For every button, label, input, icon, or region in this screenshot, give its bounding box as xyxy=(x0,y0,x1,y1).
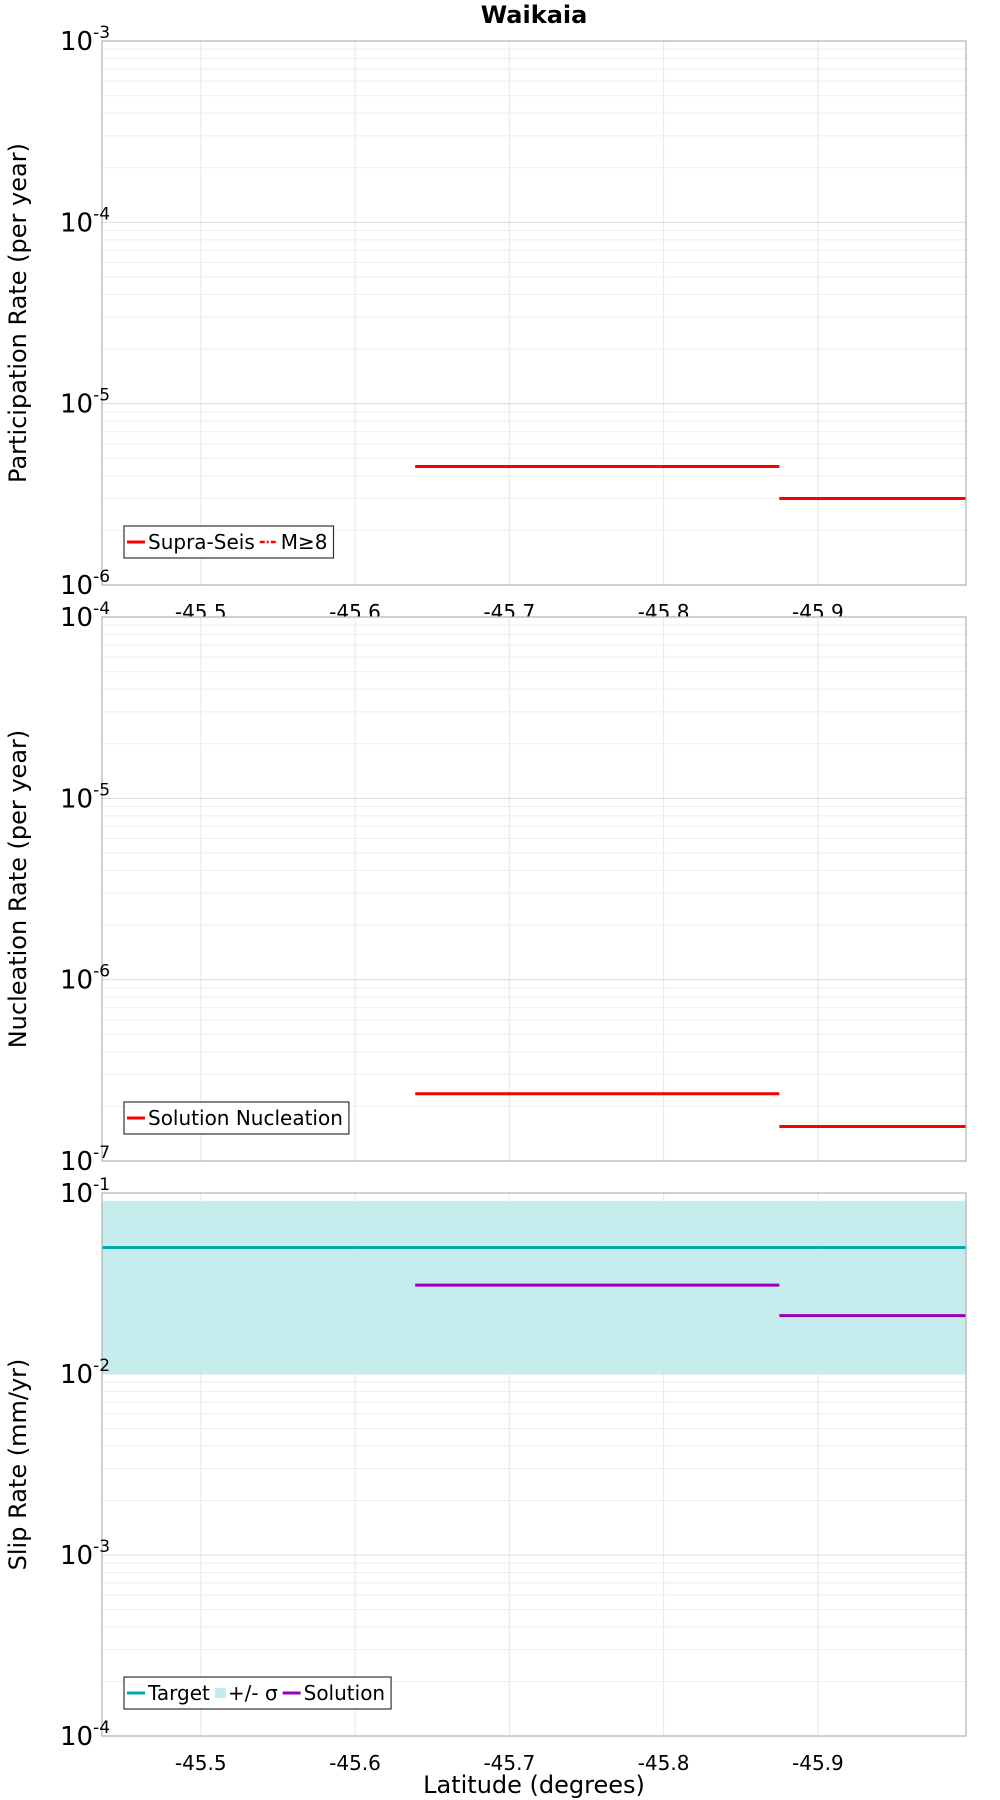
y-axis-label: Participation Rate (per year) xyxy=(4,143,32,483)
y-tick-label: 10-6 xyxy=(60,567,110,601)
series-1 xyxy=(415,1092,966,1128)
legend-label: Target xyxy=(147,1681,210,1705)
x-tick-label: -45.5 xyxy=(175,1751,227,1775)
legend-box xyxy=(123,1676,392,1710)
legend: Solution Nucleation xyxy=(123,1101,350,1135)
legend-label: M≥8 xyxy=(281,530,328,554)
x-tick-label: -45.9 xyxy=(792,1751,844,1775)
legend-swatch xyxy=(214,1688,226,1698)
panels-layer: 10-6 10-5 10-4 10-3 -45.5 -45.6 -45.7 -45.8 -45.… xyxy=(4,1,967,1799)
x-tick-label: -45.7 xyxy=(483,1751,535,1775)
legend-box xyxy=(123,525,335,559)
chart-panel-2: 10-7 10-6 10-5 10-4 Nucleation Rate (per yea… xyxy=(4,599,967,1177)
y-tick-label: 10-1 xyxy=(60,1175,110,1209)
y-tick-label: 10-3 xyxy=(60,23,110,57)
plot-frame xyxy=(101,616,967,1162)
y-tick-label: 10-3 xyxy=(60,1537,110,1571)
chart-panel-1: 10-610-510-410-3-45.5 -45.6 -45.7 -45.8 -45.… xyxy=(4,1,967,624)
chart-panel-3: 10-4 10-3 10-2 10-1 -45.5 -45.6 -45.7 -45.8 -45.… xyxy=(4,1175,967,1799)
y-tick-label: 10-2 xyxy=(60,1356,110,1390)
plot-area xyxy=(102,41,966,585)
x-tick-label: -45.8 xyxy=(638,1751,690,1775)
legend-item: +/- σ xyxy=(214,1681,278,1705)
y-axis-label: Slip Rate (mm/yr) xyxy=(4,1359,32,1571)
plot-area xyxy=(102,617,966,1161)
sigma-band xyxy=(102,1201,966,1374)
legend-label: Supra-Seis xyxy=(148,530,255,554)
legend-box xyxy=(123,1101,350,1135)
legend-label: Solution Nucleation xyxy=(148,1106,343,1130)
plot-frame xyxy=(101,40,967,586)
y-tick-label: 10-7 xyxy=(60,1143,110,1177)
legend-item: M≥8 xyxy=(259,530,328,554)
y-tick-label: 10-5 xyxy=(60,386,110,420)
legend-label: +/- σ xyxy=(228,1681,278,1705)
plot-frame xyxy=(101,1192,967,1737)
x-axis-label: Latitude (degrees) xyxy=(423,1771,645,1799)
y-tick-label: 10-4 xyxy=(60,1718,110,1752)
y-tick-label: 10-5 xyxy=(60,780,110,814)
series-2 xyxy=(415,465,966,500)
chart-title: Waikaia xyxy=(481,1,588,29)
y-tick-label: 10-6 xyxy=(60,962,110,996)
y-axis-label: Nucleation Rate (per year) xyxy=(4,730,32,1049)
legend-item: Supra-Seis xyxy=(127,530,255,554)
legend-item: Solution xyxy=(282,1681,385,1705)
series-2 xyxy=(415,1283,966,1318)
x-tick-label: -45.6 xyxy=(329,1751,381,1775)
legend-item: Solution Nucleation xyxy=(127,1106,343,1130)
legend-item: Target xyxy=(127,1681,210,1705)
y-tick-label: 10-4 xyxy=(60,599,110,633)
legend: Supra-Seis M≥8 xyxy=(123,525,335,559)
legend: Target +/- σ Solution xyxy=(123,1676,392,1710)
legend-label: Solution xyxy=(304,1681,385,1705)
y-tick-label: 10-4 xyxy=(60,204,110,238)
